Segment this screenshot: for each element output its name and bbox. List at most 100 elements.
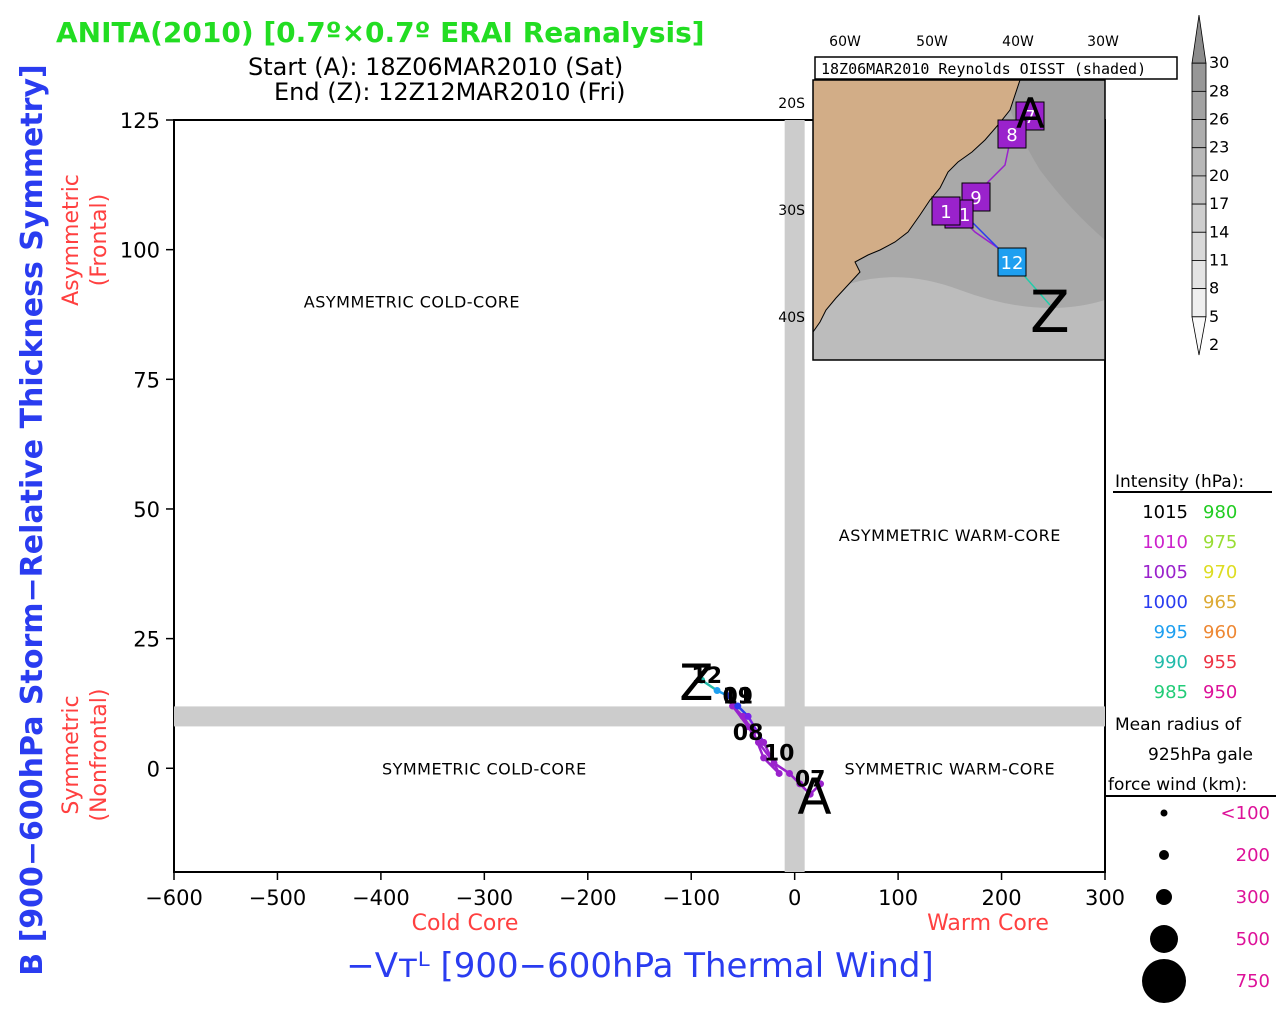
track-point <box>749 728 757 736</box>
colorbar-label: 5 <box>1209 307 1219 326</box>
region-label: SYMMETRIC COLD-CORE <box>382 759 587 778</box>
colorbar-label: 28 <box>1209 81 1229 100</box>
track-point <box>770 759 778 767</box>
intensity-left-value: 1000 <box>1142 592 1188 613</box>
radius-title-2: 925hPa gale <box>1148 745 1253 765</box>
colorbar-label: 26 <box>1209 110 1229 129</box>
x-tick-label: −500 <box>249 886 307 910</box>
map-position-label: 12 <box>1001 253 1024 274</box>
map-position-box <box>997 247 1027 277</box>
map-position-label: 8 <box>1006 125 1017 146</box>
radius-dot <box>1150 925 1178 953</box>
x-tick-label: 200 <box>982 886 1022 910</box>
intensity-left-value: 1015 <box>1142 502 1188 523</box>
colorbar-segment <box>1191 203 1207 233</box>
track-segment <box>762 741 781 775</box>
end-marker-Z: Z <box>679 654 713 712</box>
track-point <box>698 676 706 684</box>
colorbar-label: 14 <box>1209 222 1229 241</box>
intensity-right-value: 980 <box>1203 502 1237 523</box>
colorbar-segment <box>1191 231 1207 261</box>
radius-title-1: Mean radius of <box>1115 715 1242 735</box>
day-label: 09 <box>722 685 753 710</box>
y-tick-label: 100 <box>120 239 160 263</box>
region-label: ASYMMETRIC COLD-CORE <box>304 293 520 312</box>
x-axis-ticks: −600 −500 −400 −300 −200 −100 0 100 200 300 <box>145 872 1125 910</box>
radius-label: 200 <box>1236 845 1270 866</box>
map-position-label: 9 <box>970 188 981 209</box>
x-tick-label: 300 <box>1085 886 1125 910</box>
colorbar-label: 20 <box>1209 166 1229 185</box>
radius-rows: <100 200 300 500 750 <box>1142 803 1270 1003</box>
track-point <box>775 769 783 777</box>
colorbar-segment <box>1191 119 1207 149</box>
y-side-symmetric-line2: (Nonfrontal) <box>87 689 112 822</box>
colorbar-bottom-triangle <box>1191 316 1207 356</box>
y-axis-title: B [900−600hPa Storm−Relative Thickness S… <box>15 64 50 975</box>
intensity-left-value: 1005 <box>1142 562 1188 583</box>
track-point <box>760 738 768 746</box>
x-tick-label: −200 <box>559 886 617 910</box>
x-tick-label: −600 <box>145 886 203 910</box>
map-lon-label: 50W <box>916 34 948 50</box>
y-tick-label: 125 <box>120 109 160 133</box>
map-lon-label: 60W <box>829 34 861 50</box>
region-label: ASYMMETRIC WARM-CORE <box>839 526 1061 545</box>
intensity-left-value: 995 <box>1154 622 1188 643</box>
track-point <box>754 738 762 746</box>
map-position-box <box>1015 101 1045 131</box>
map-lon-label: 40W <box>1002 34 1034 50</box>
radius-label: 300 <box>1236 887 1270 908</box>
y-side-asymmetric-line1: Asymmetric <box>59 174 84 306</box>
colorbar-top-triangle <box>1191 14 1207 64</box>
y-side-asymmetric-line2: (Frontal) <box>87 194 112 286</box>
intensity-right-value: 960 <box>1203 622 1237 643</box>
map-start-marker: A <box>1016 89 1045 138</box>
map-position-label: 7 <box>1024 107 1035 128</box>
phase-track <box>698 676 825 798</box>
colorbar-label: 11 <box>1209 250 1229 269</box>
track-point <box>796 780 804 788</box>
colorbar-segment <box>1191 288 1207 318</box>
day-label: 11 <box>722 685 753 710</box>
track-endpoints: AZ <box>679 654 831 826</box>
colorbar-label: 23 <box>1209 138 1229 157</box>
colorbar-segment <box>1191 62 1207 92</box>
colorbar-label: 8 <box>1209 279 1219 298</box>
map-lon-label: 30W <box>1087 34 1119 50</box>
radius-dot <box>1156 889 1172 905</box>
colorbar-segment <box>1191 147 1207 177</box>
map-frame <box>812 79 1106 361</box>
region-labels: ASYMMETRIC COLD-CORE ASYMMETRIC WARM-CORE… <box>304 293 1061 779</box>
track-point <box>723 692 731 700</box>
y-axis-ticks: 0 25 50 75 100 125 <box>120 109 174 781</box>
map-title: 18Z06MAR2010 Reynolds OISST (shaded) <box>821 60 1146 78</box>
track-point <box>806 790 814 798</box>
day-label: 08 <box>733 721 764 746</box>
x-tick-label: −100 <box>662 886 720 910</box>
colorbar-label: 30 <box>1209 53 1229 72</box>
track-point <box>744 712 752 720</box>
y-side-symmetric-line1: Symmetric <box>59 695 84 814</box>
map-position-label: 1 <box>940 202 951 223</box>
radius-label: 500 <box>1236 929 1270 950</box>
map-position-box <box>997 119 1027 149</box>
y-side-label-symmetric: Symmetric (Nonfrontal) <box>59 689 112 822</box>
map-lat-labels: 20S 30S 40S <box>778 96 805 326</box>
track-segment <box>747 715 765 743</box>
end-line: End (Z): 12Z12MAR2010 (Fri) <box>274 78 625 106</box>
intensity-left-value: 1010 <box>1142 532 1188 553</box>
y-tick-label: 75 <box>133 368 160 392</box>
track-point <box>713 686 721 694</box>
colorbar-segment <box>1191 260 1207 290</box>
map-position-boxes: 78911112 <box>931 101 1045 277</box>
day-label: 12 <box>691 664 722 689</box>
y-tick-label: 0 <box>147 757 160 781</box>
map-position-box <box>931 196 961 226</box>
day-label: 07 <box>795 768 826 793</box>
intensity-title: Intensity (hPa): <box>1115 472 1244 492</box>
intensity-left-value: 985 <box>1154 682 1188 703</box>
map-lat-label: 30S <box>778 203 805 219</box>
